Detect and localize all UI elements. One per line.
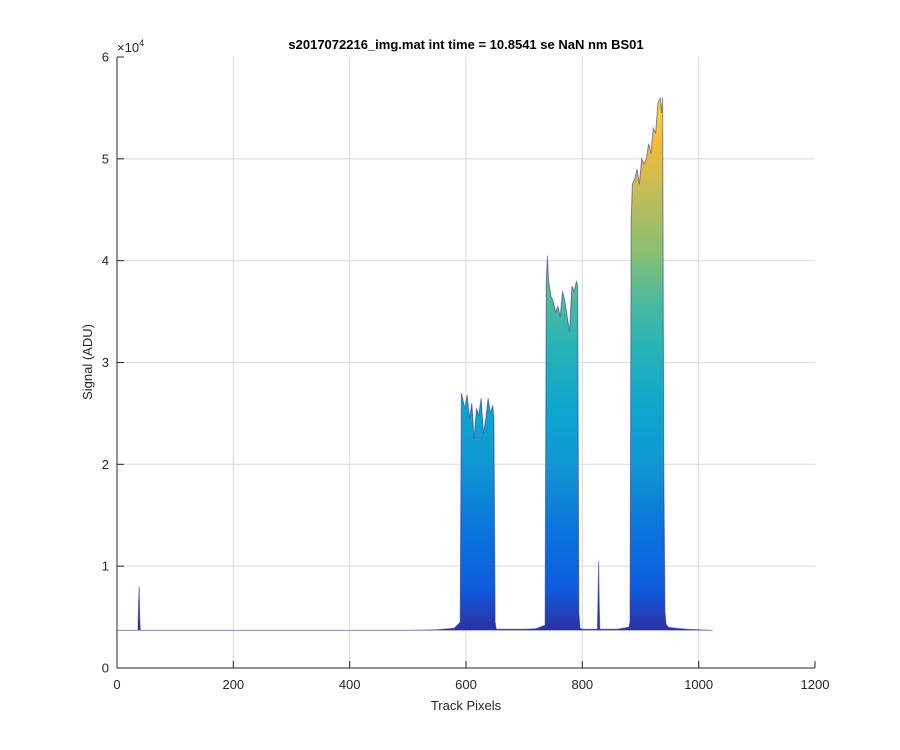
x-tick-label: 400 xyxy=(339,677,361,692)
y-tick-label: 4 xyxy=(102,253,109,268)
y-exponent-label: ×104 xyxy=(117,38,144,55)
series-line-0 xyxy=(117,97,713,631)
x-tick-label: 200 xyxy=(222,677,244,692)
y-tick-label: 5 xyxy=(102,151,109,166)
y-exponent-power: 4 xyxy=(139,38,144,48)
y-tick-label: 6 xyxy=(102,50,109,65)
x-tick-label: 800 xyxy=(571,677,593,692)
y-tick-label: 0 xyxy=(102,661,109,676)
x-tick-label: 600 xyxy=(455,677,477,692)
x-tick-label: 1000 xyxy=(684,677,713,692)
y-axis-label: Signal (ADU) xyxy=(80,324,95,400)
x-tick-label: 1200 xyxy=(801,677,830,692)
x-axis-label: Track Pixels xyxy=(431,698,502,713)
series-layer xyxy=(117,97,713,631)
series-area-0 xyxy=(117,97,713,631)
y-tick-label: 2 xyxy=(102,457,109,472)
x-tick-label: 0 xyxy=(113,677,120,692)
y-tick-label: 3 xyxy=(102,355,109,370)
y-tick-label: 1 xyxy=(102,559,109,574)
ticks: 0 200 400 600 800 1000 1200 0 1 2 3 4 5 6 xyxy=(102,50,830,693)
y-exponent-base: ×10 xyxy=(117,40,139,55)
chart-title: s2017072216_img.mat int time = 10.8541 s… xyxy=(288,37,643,52)
